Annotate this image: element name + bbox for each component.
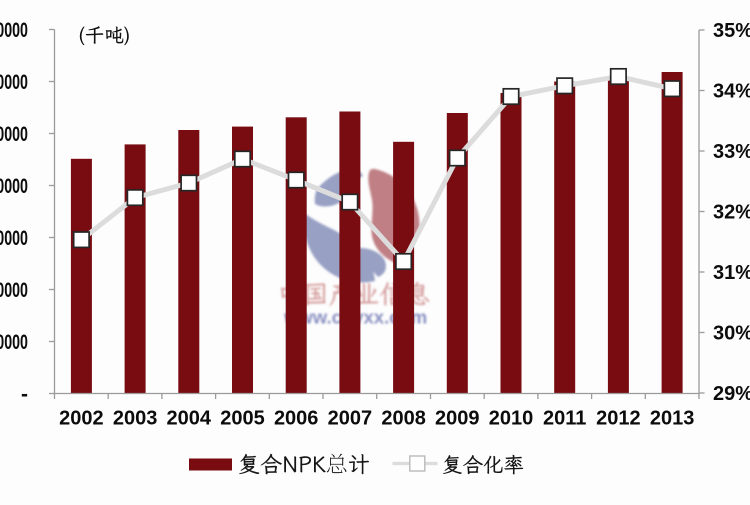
svg-text:2011: 2011 xyxy=(543,408,586,430)
svg-text:33%: 33% xyxy=(713,141,750,163)
svg-text:2010: 2010 xyxy=(489,408,534,430)
svg-text:2003: 2003 xyxy=(113,408,158,430)
svg-text:2006: 2006 xyxy=(274,408,319,430)
svg-text:34%: 34% xyxy=(713,81,750,103)
svg-text:2007: 2007 xyxy=(328,408,373,430)
svg-text:32%: 32% xyxy=(713,202,750,224)
svg-text:2004: 2004 xyxy=(167,408,212,430)
svg-text:2002: 2002 xyxy=(59,408,104,430)
svg-text:31%: 31% xyxy=(713,262,750,284)
svg-text:2005: 2005 xyxy=(220,408,265,430)
svg-text:30%: 30% xyxy=(713,323,750,345)
svg-text:29%: 29% xyxy=(713,383,750,405)
svg-text:2013: 2013 xyxy=(650,408,695,430)
svg-text:2012: 2012 xyxy=(596,408,641,430)
svg-text:2009: 2009 xyxy=(435,408,480,430)
svg-text:35%: 35% xyxy=(713,20,750,42)
svg-text:-: - xyxy=(21,383,28,406)
svg-text:2008: 2008 xyxy=(381,408,426,430)
